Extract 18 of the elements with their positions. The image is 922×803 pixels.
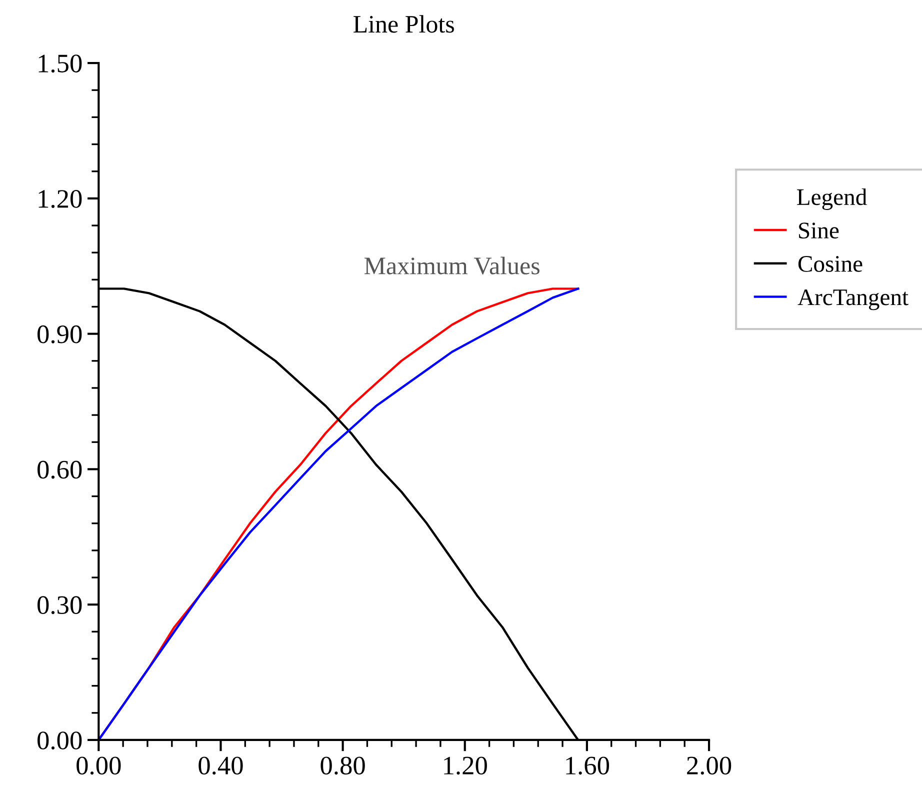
y-tick-label: 0.60 (38, 460, 82, 479)
annotation: Maximum Values (364, 256, 540, 275)
y-tick-label: 0.30 (38, 596, 82, 614)
x-tick-label: 0.40 (198, 756, 243, 775)
y-tick-label: 0.90 (38, 325, 82, 344)
y-tick-label: 0.00 (38, 732, 82, 750)
legend-label: Sine (799, 222, 839, 239)
legend-title: Legend (797, 188, 867, 210)
y-tick-label: 1.50 (38, 54, 82, 73)
x-tick-label: 0.80 (320, 756, 365, 775)
x-tick-label: 0.00 (76, 756, 121, 775)
legend-label: Cosine (798, 256, 862, 272)
y-tick-label: 1.20 (38, 190, 82, 208)
x-tick-label: 1.60 (566, 756, 610, 775)
x-tick-label: 1.20 (444, 756, 487, 775)
legend-label: ArcTangent (798, 289, 908, 310)
x-tick-label: 2.00 (687, 756, 732, 775)
chart-title: Line Plots (354, 15, 454, 33)
